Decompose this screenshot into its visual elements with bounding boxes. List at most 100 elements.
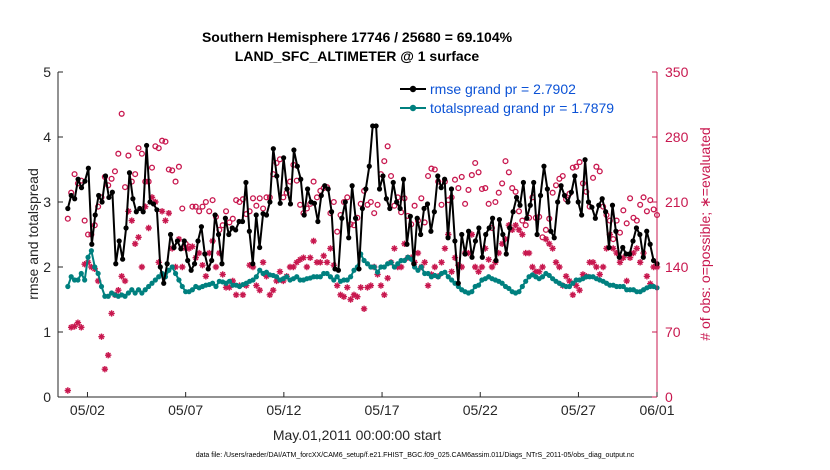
rmse-point — [102, 173, 109, 179]
obs-possible-point — [367, 198, 374, 206]
obs-possible-point — [576, 159, 583, 166]
rmse-point — [520, 179, 527, 186]
chart-title-line2: LAND_SFC_ALTIMETER @ 1 surface — [235, 48, 480, 64]
spread-point — [85, 254, 91, 260]
rmse-point — [164, 261, 170, 267]
obs-evaluated-point — [458, 263, 465, 271]
rmse-point — [335, 267, 342, 273]
rmse-point — [483, 231, 489, 238]
obs-evaluated-point — [643, 273, 651, 280]
obs-possible-point — [495, 189, 502, 196]
rmse-point — [346, 235, 352, 241]
rmse-point — [513, 194, 520, 201]
rmse-point — [517, 202, 523, 208]
obs-evaluated-point — [300, 254, 307, 261]
obs-evaluated-point — [253, 282, 260, 289]
obs-possible-point — [593, 163, 600, 170]
rmse-point — [568, 189, 574, 195]
spread-point — [142, 287, 148, 293]
rmse-point — [274, 173, 280, 179]
obs-possible-point — [573, 163, 580, 170]
rmse-point — [585, 199, 592, 205]
obs-evaluated-point — [307, 254, 314, 261]
obs-possible-point — [515, 208, 523, 215]
obs-evaluated-point — [522, 249, 529, 257]
obs-evaluated-point — [239, 291, 247, 299]
obs-possible-point — [199, 203, 206, 210]
obs-possible-point — [455, 185, 462, 192]
rmse-point — [524, 215, 530, 221]
obs-evaluated-point — [148, 194, 156, 201]
rmse-point — [582, 157, 588, 163]
data-file-footer: data file: /Users/raeder/DAI/ATM_forcXX/… — [196, 452, 635, 459]
spread-point — [469, 289, 475, 295]
obs-possible-point — [633, 217, 640, 224]
x-tick-label: 05/17 — [365, 402, 400, 418]
obs-possible-point — [462, 200, 469, 207]
obs-evaluated-point — [569, 291, 577, 299]
rmse-point — [222, 215, 228, 221]
rmse-point — [287, 201, 294, 207]
rmse-point — [548, 228, 554, 234]
spread-point — [523, 278, 529, 284]
rmse-point — [195, 238, 201, 244]
obs-evaluated-point — [67, 324, 75, 331]
obs-possible-point — [475, 169, 482, 176]
obs-possible-point — [451, 176, 459, 183]
obs-possible-point — [162, 138, 169, 145]
y-right-tick-label: 0 — [665, 389, 673, 405]
obs-evaluated-point — [630, 249, 637, 257]
obs-evaluated-point — [572, 282, 580, 289]
rmse-point — [534, 231, 540, 238]
obs-evaluated-point — [623, 277, 630, 285]
spread-point — [395, 261, 401, 267]
x-axis-label: May.01,2011 00:00:00 start — [273, 427, 441, 443]
spread-point — [75, 277, 81, 283]
rmse-point — [246, 228, 252, 234]
rmse-point — [113, 261, 119, 267]
rmse-point — [486, 225, 492, 231]
obs-possible-point — [374, 201, 381, 208]
obs-evaluated-point — [172, 263, 179, 271]
spread-point — [65, 283, 71, 290]
obs-possible-point — [159, 137, 166, 144]
spread-point — [169, 264, 175, 270]
obs-possible-point — [108, 175, 115, 182]
spread-point — [331, 277, 337, 283]
obs-evaluated-point — [360, 305, 368, 312]
rmse-point — [318, 192, 324, 199]
rmse-point — [551, 235, 557, 241]
obs-evaluated-point — [502, 235, 509, 243]
obs-possible-point — [431, 166, 438, 173]
rmse-point — [438, 185, 444, 191]
x-tick-label: 05/22 — [463, 402, 498, 418]
y-left-tick-label: 3 — [43, 194, 51, 210]
spread-point — [179, 283, 185, 290]
rmse-point — [144, 142, 150, 149]
obs-evaluated-point — [505, 222, 513, 229]
rmse-point — [459, 231, 465, 238]
obs-possible-point — [196, 208, 203, 215]
obs-evaluated-point — [249, 263, 257, 271]
rmse-point — [616, 254, 622, 260]
obs-evaluated-point — [290, 263, 297, 271]
rmse-point — [215, 231, 222, 238]
rmse-point — [541, 163, 547, 169]
obs-evaluated-point — [441, 245, 449, 252]
spread-layer — [65, 248, 660, 299]
x-tick-label: 05/12 — [266, 402, 301, 418]
rmse-point — [85, 165, 91, 171]
rmse-point — [267, 199, 273, 205]
obs-evaluated-point — [546, 240, 553, 247]
obs-evaluated-point — [71, 323, 78, 330]
obs-possible-point — [640, 194, 647, 201]
obs-evaluated-point — [256, 287, 263, 294]
rmse-point — [167, 231, 174, 238]
spread-point — [92, 264, 98, 270]
spread-point — [176, 277, 182, 283]
spread-point — [226, 278, 233, 284]
obs-evaluated-point — [542, 235, 550, 243]
obs-possible-point — [64, 215, 71, 222]
obs-evaluated-point — [179, 263, 186, 271]
obs-possible-point — [643, 208, 650, 215]
